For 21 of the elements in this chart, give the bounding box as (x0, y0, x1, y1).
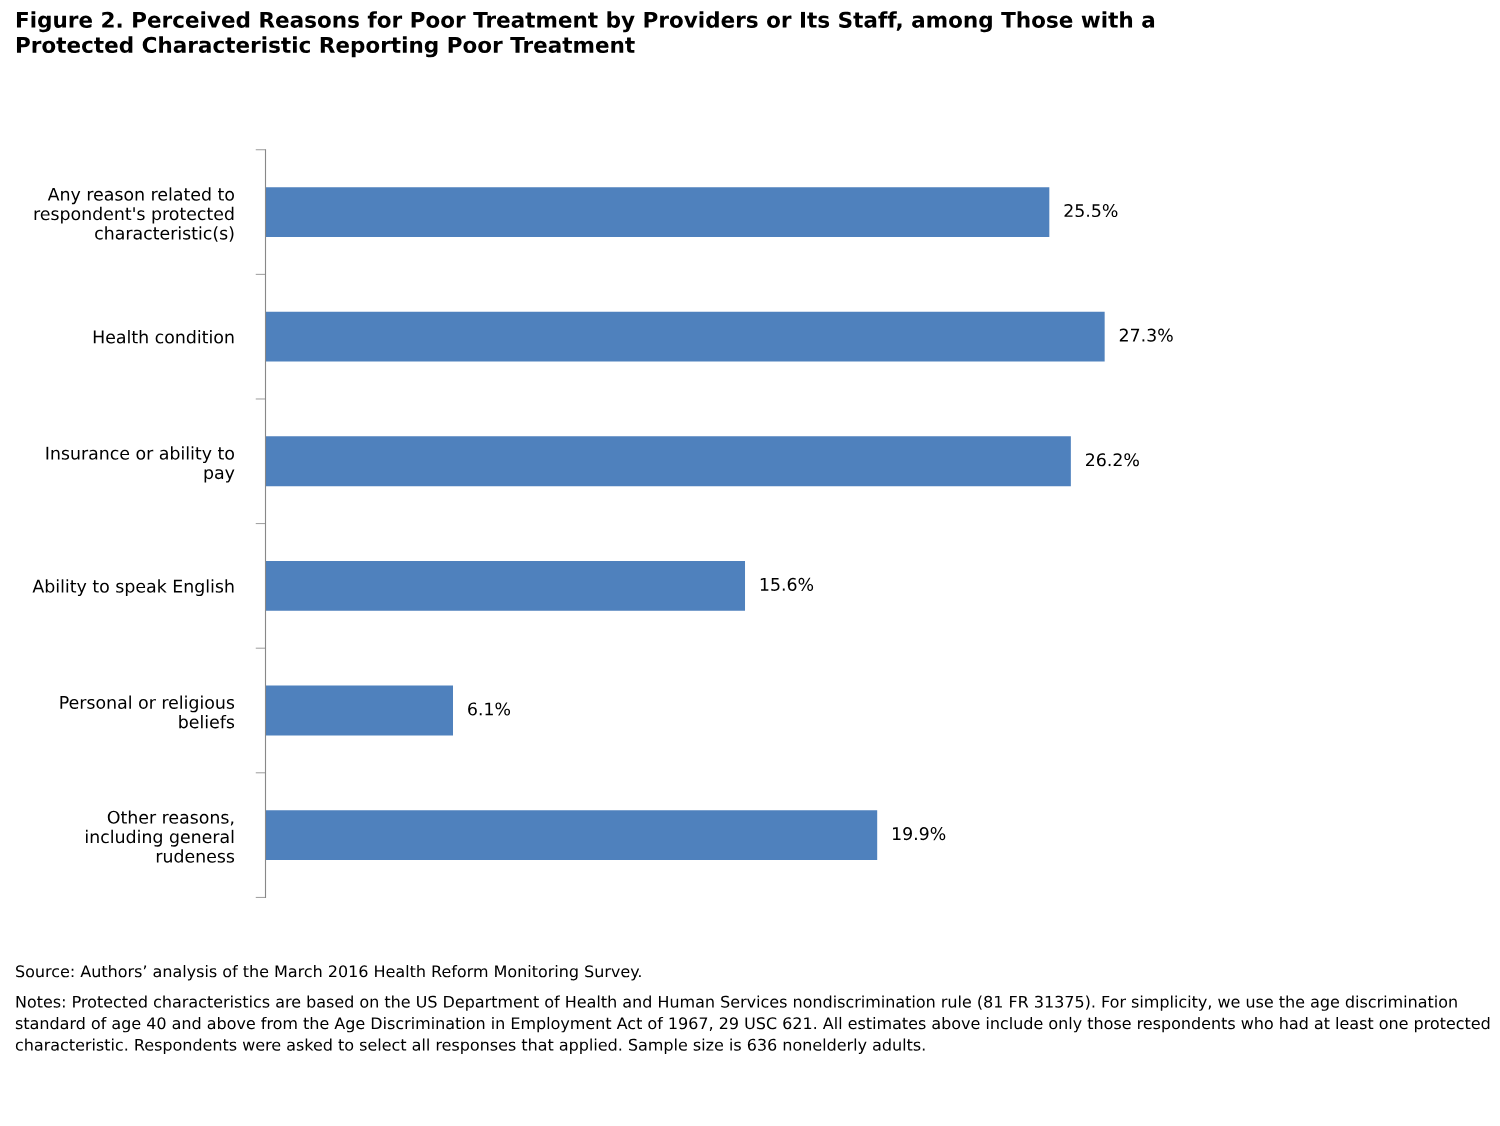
y-tick-label: Health condition (93, 330, 234, 344)
y-tick-label: Personal or religious beliefs (60, 695, 235, 729)
data-label: 27.3% (1119, 328, 1173, 342)
y-tick-label: Ability to speak English (32, 579, 234, 597)
y-tick-label: Any reason related to respondent's protected characteristic(s) (34, 187, 234, 242)
data-label: 26.2% (1086, 453, 1139, 467)
text: Notes: Protected characteristics are based on the US Department of Health and Human Services nondiscrimination rule (81 FR 31375). For simplicity, we use the age discrimination standard of age 40 and above from the Age Discrimination in Employment Act of 1967, 29 USC 621. All estimates above include only those respondents who had at least one protected characteristic. Respondents were asked to select all responses that applied. Sample size is 636 nonelderly adults. (15, 995, 1490, 1054)
data-label: 19.9% (892, 827, 946, 841)
y-tick-label: Insurance or ability to pay (46, 446, 235, 483)
source-note: Source: Authors’ analysis of the March 2016 Health Reform Monitoring Survey. (16, 964, 641, 981)
bar (265, 311, 1105, 362)
bar (265, 560, 746, 611)
bar (265, 436, 1071, 487)
data-label: 25.5% (1064, 203, 1118, 218)
bar (265, 187, 1050, 237)
chart-title: Figure 2. Perceived Reasons for Poor Treatment by Providers or Its Staff, among Those with a Protected Characteristic Reporting Poor Treatment (16, 11, 1155, 58)
bar (265, 685, 453, 736)
bar (265, 810, 878, 861)
data-label: 6.1% (468, 702, 511, 716)
data-label: 15.6% (760, 577, 814, 591)
y-tick-label: Other reasons, including general rudeness (86, 810, 235, 863)
